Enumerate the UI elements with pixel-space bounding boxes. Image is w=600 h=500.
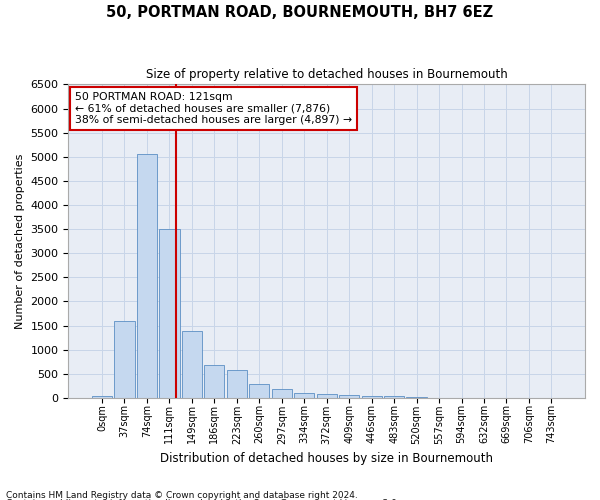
Text: 50 PORTMAN ROAD: 121sqm
← 61% of detached houses are smaller (7,876)
38% of semi: 50 PORTMAN ROAD: 121sqm ← 61% of detache… — [74, 92, 352, 126]
Y-axis label: Number of detached properties: Number of detached properties — [15, 154, 25, 329]
Bar — [137, 154, 157, 398]
Bar — [249, 384, 269, 398]
Bar — [384, 396, 404, 398]
Bar — [204, 365, 224, 398]
Bar — [406, 397, 427, 398]
Bar — [294, 392, 314, 398]
Bar — [182, 332, 202, 398]
Bar — [339, 396, 359, 398]
Text: Contains HM Land Registry data © Crown copyright and database right 2024.: Contains HM Land Registry data © Crown c… — [6, 490, 358, 500]
Text: 50, PORTMAN ROAD, BOURNEMOUTH, BH7 6EZ: 50, PORTMAN ROAD, BOURNEMOUTH, BH7 6EZ — [106, 5, 494, 20]
Bar — [159, 229, 179, 398]
Bar — [272, 389, 292, 398]
Title: Size of property relative to detached houses in Bournemouth: Size of property relative to detached ho… — [146, 68, 508, 80]
Bar — [227, 370, 247, 398]
Text: Contains public sector information licensed under the Open Government Licence v3: Contains public sector information licen… — [6, 499, 400, 500]
Bar — [115, 321, 134, 398]
Bar — [92, 396, 112, 398]
X-axis label: Distribution of detached houses by size in Bournemouth: Distribution of detached houses by size … — [160, 452, 493, 465]
Bar — [362, 396, 382, 398]
Bar — [317, 394, 337, 398]
